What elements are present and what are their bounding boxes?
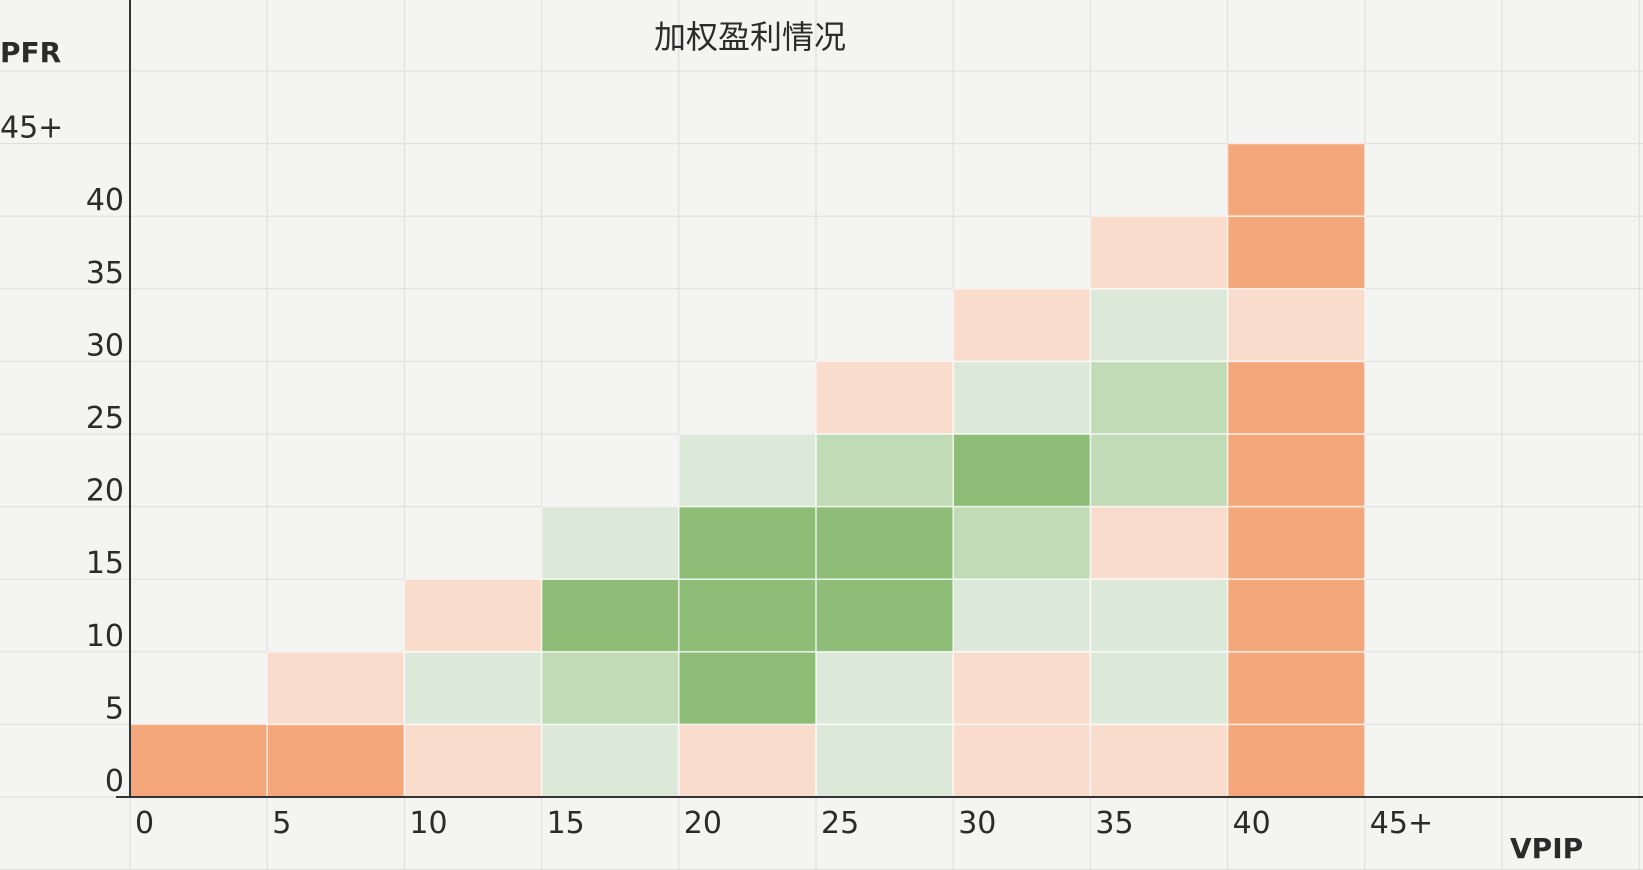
heatmap-cell (816, 506, 954, 580)
heatmap-cells (130, 143, 1365, 797)
heatmap-cell (816, 434, 954, 507)
heatmap-cell (678, 506, 816, 580)
heatmap-cell (1227, 143, 1365, 217)
heatmap-cell (816, 361, 954, 434)
heatmap-cell (1090, 216, 1228, 289)
heatmap-cell (1227, 434, 1365, 507)
heatmap-cell (1090, 434, 1228, 507)
x-tick-label: 15 (547, 806, 585, 841)
y-tick-label: 30 (86, 328, 124, 363)
heatmap-cell (1227, 288, 1365, 362)
cell-grid-lines (129, 142, 1366, 798)
heatmap-cell (816, 579, 954, 652)
y-tick-label: 40 (86, 183, 124, 218)
x-tick-label: 0 (135, 806, 154, 841)
heatmap-cell (953, 506, 1091, 580)
heatmap-cell (541, 579, 679, 652)
x-axis-label: VPIP (1510, 832, 1583, 865)
x-tick-label: 30 (958, 806, 996, 841)
y-tick-label: 20 (86, 474, 124, 509)
heatmap-cell (1227, 724, 1365, 797)
y-tick-label: 5 (105, 691, 124, 726)
heatmap-cell (1227, 216, 1365, 289)
x-tick-label: 40 (1233, 806, 1271, 841)
heatmap-cell (404, 579, 542, 652)
y-tick-label: 35 (86, 256, 124, 291)
heatmap-cell (678, 434, 816, 507)
heatmap-cell (678, 579, 816, 652)
heatmap-cell (678, 724, 816, 797)
heatmap-cell (1227, 579, 1365, 652)
x-tick-label: 20 (684, 806, 722, 841)
y-tick-label: 45+ (0, 111, 63, 146)
x-tick-label: 35 (1095, 806, 1133, 841)
heatmap-cell (953, 288, 1091, 362)
heatmap-cell (953, 724, 1091, 797)
heatmap-cell (1090, 651, 1228, 725)
y-tick-label: 0 (105, 764, 124, 799)
heatmap-cell (1227, 651, 1365, 725)
y-tick-labels: 0 5 10 15 20 25 30 35 40 45+ (0, 111, 124, 799)
heatmap-cell (1090, 579, 1228, 652)
x-tick-label: 25 (821, 806, 859, 841)
x-tick-label: 5 (272, 806, 291, 841)
heatmap-cell (541, 506, 679, 580)
heatmap-cell (541, 651, 679, 725)
heatmap-cell (130, 724, 268, 797)
heatmap-cell (404, 651, 542, 725)
y-tick-label: 10 (86, 619, 124, 654)
heatmap-cell (1227, 506, 1365, 580)
y-axis-label: PFR (0, 36, 61, 69)
heatmap-cell (953, 579, 1091, 652)
heatmap-cell (678, 651, 816, 725)
x-tick-label: 45+ (1370, 806, 1433, 841)
heatmap-cell (541, 724, 679, 797)
heatmap-cell (816, 724, 954, 797)
heatmap-cell (1227, 361, 1365, 434)
heatmap-cell (1090, 288, 1228, 362)
heatmap-cell (1090, 506, 1228, 580)
heatmap-cell (1090, 361, 1228, 434)
x-tick-labels: 0 5 10 15 20 25 30 35 40 45+ (135, 806, 1433, 841)
heatmap-cell (1090, 724, 1228, 797)
heatmap-cell (267, 724, 405, 797)
cell-border (1226, 142, 1366, 217)
heatmap-cell (953, 651, 1091, 725)
heatmap-cell (953, 361, 1091, 434)
heatmap-cell (816, 651, 954, 725)
heatmap-cell (953, 434, 1091, 507)
heatmap-cell (267, 651, 405, 725)
chart-title: 加权盈利情况 (654, 18, 846, 56)
heatmap-cell (404, 724, 542, 797)
y-tick-label: 15 (86, 546, 124, 581)
x-tick-label: 10 (409, 806, 447, 841)
y-tick-label: 25 (86, 401, 124, 436)
